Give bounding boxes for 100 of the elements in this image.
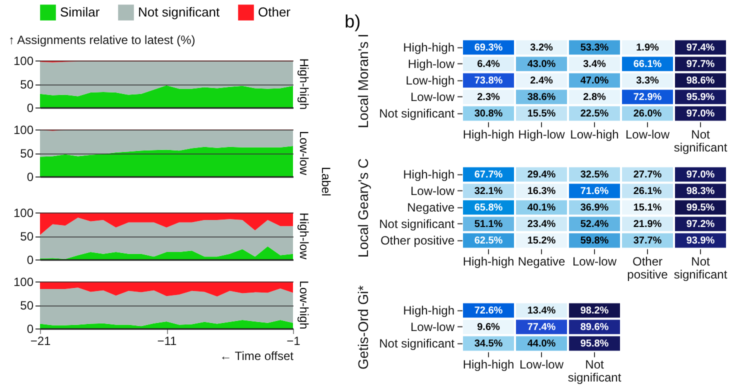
data-label: 16.3% — [527, 186, 556, 197]
x-tick-label: −11 — [157, 334, 178, 348]
data-label: 27.7% — [633, 170, 662, 180]
data-label: 3.4% — [583, 59, 606, 70]
data-label: 98.6% — [686, 76, 715, 86]
text: High-high — [297, 58, 311, 110]
x-tick-label: Not significant — [568, 357, 622, 384]
y-tick-label: High-low — [408, 57, 455, 71]
x-tick-label: Not significant — [674, 254, 728, 282]
x-axis-title: ← Time offset — [220, 349, 294, 363]
y-tick-label: Other positive — [380, 234, 455, 248]
data-label: 37.7% — [633, 236, 662, 246]
data-label: 26.0% — [633, 108, 662, 120]
data-label: 36.9% — [580, 202, 609, 214]
data-label: 59.8% — [580, 236, 609, 246]
y-tick-label: Low-low — [410, 184, 455, 198]
y2-axis-title: Label — [319, 166, 333, 196]
data-label: 98.3% — [686, 186, 715, 197]
data-label: 34.5% — [474, 338, 503, 350]
x-tick-label: Low-low — [625, 127, 670, 142]
data-label: 73.8% — [474, 76, 503, 86]
data-label: 43.0% — [527, 59, 556, 70]
data-label: 6.4% — [477, 59, 500, 70]
data-label: 62.5% — [474, 236, 503, 246]
data-label: 40.1% — [527, 202, 556, 214]
y-axis-title: Local Moran's I — [355, 34, 372, 128]
data-label: 67.7% — [474, 170, 503, 180]
data-label: 30.8% — [474, 108, 503, 120]
data-label: 2.4% — [530, 76, 554, 86]
y-tick-label: 50 — [20, 146, 34, 160]
data-label: 72.9% — [633, 92, 662, 103]
data-label: 15.5% — [527, 108, 556, 120]
legend-label: Other — [258, 4, 292, 20]
y-tick-label: 100 — [13, 54, 34, 68]
x-tick-label: Other positive — [627, 254, 668, 282]
x-tick-label: −1 — [286, 334, 301, 348]
data-label: 98.2% — [580, 306, 609, 316]
data-label: 97.2% — [686, 219, 715, 230]
data-label: 66.1% — [633, 59, 662, 70]
data-label: 95.8% — [580, 338, 609, 350]
data-label: 32.5% — [580, 170, 609, 180]
y-tick-label: Not significant — [379, 106, 456, 120]
y-tick-label: Not significant — [379, 217, 456, 231]
y-tick-label: 100 — [13, 206, 34, 220]
data-label: 69.3% — [474, 42, 503, 54]
x-tick-label: −21 — [30, 334, 51, 348]
data-label: 97.0% — [686, 170, 715, 180]
y-tick-label: High-high — [403, 304, 454, 318]
data-label: 97.0% — [686, 108, 715, 120]
y-axis-title: ↑ Assignments relative to latest (%) — [8, 33, 196, 47]
data-label: 38.6% — [527, 92, 556, 103]
data-label: 71.6% — [580, 186, 609, 197]
y-axis-title: Local Geary's C — [355, 158, 372, 258]
data-label: 97.4% — [686, 42, 715, 54]
data-label: 1.9% — [636, 42, 660, 54]
y-tick-label: 0 — [26, 322, 34, 336]
y-tick-label: 0 — [26, 253, 34, 267]
data-label: 97.7% — [686, 59, 715, 70]
y-tick-label: 50 — [20, 78, 34, 92]
legend-label: Not significant — [138, 4, 220, 20]
y-tick-label: Low-low — [410, 320, 455, 334]
data-label: 52.4% — [580, 219, 609, 230]
data-label: 21.9% — [633, 219, 662, 230]
data-label: 93.9% — [686, 236, 715, 246]
data-label: 2.8% — [583, 92, 606, 103]
data-label: 77.4% — [527, 322, 556, 333]
data-label: 99.5% — [686, 202, 715, 214]
y-tick-label: 100 — [13, 123, 34, 137]
y-tick-label: 50 — [20, 230, 34, 244]
x-tick-label: High-high — [462, 127, 514, 142]
data-label: 44.0% — [527, 338, 556, 350]
data-label: 9.6% — [477, 322, 500, 333]
y-tick-label: 0 — [26, 101, 34, 115]
data-label: 72.6% — [474, 306, 503, 316]
y-tick-label: 0 — [26, 170, 34, 184]
x-tick-label: High-high — [462, 357, 514, 372]
y-tick-label: Low-low — [410, 90, 455, 104]
x-tick-label: Negative — [518, 254, 566, 268]
data-label: 23.4% — [527, 219, 556, 230]
y-tick-label: High-high — [403, 168, 454, 182]
data-label: 15.2% — [527, 236, 556, 246]
y-tick-label: 100 — [13, 275, 34, 289]
x-tick-label: Low-low — [572, 254, 617, 268]
data-label: 65.8% — [474, 202, 503, 214]
data-label: 53.3% — [580, 42, 609, 54]
data-label: 51.1% — [474, 219, 503, 230]
data-label: 47.0% — [580, 76, 609, 86]
data-label: 2.3% — [477, 92, 500, 103]
y-tick-label: 50 — [20, 298, 34, 312]
data-label: 95.9% — [686, 92, 715, 103]
y-axis-title: Getis-Ord Gi* — [355, 284, 372, 370]
data-label: 22.5% — [580, 108, 609, 120]
chart-title: b) — [344, 11, 361, 32]
data-label: 26.1% — [633, 186, 662, 197]
x-tick-label: Low-high — [570, 127, 619, 142]
y-tick-label: High-high — [403, 40, 454, 54]
data-label: 3.2% — [530, 42, 554, 54]
data-label: 89.6% — [580, 322, 609, 333]
x-tick-label: High-high — [462, 254, 514, 268]
x-tick-label: High-low — [518, 127, 566, 142]
